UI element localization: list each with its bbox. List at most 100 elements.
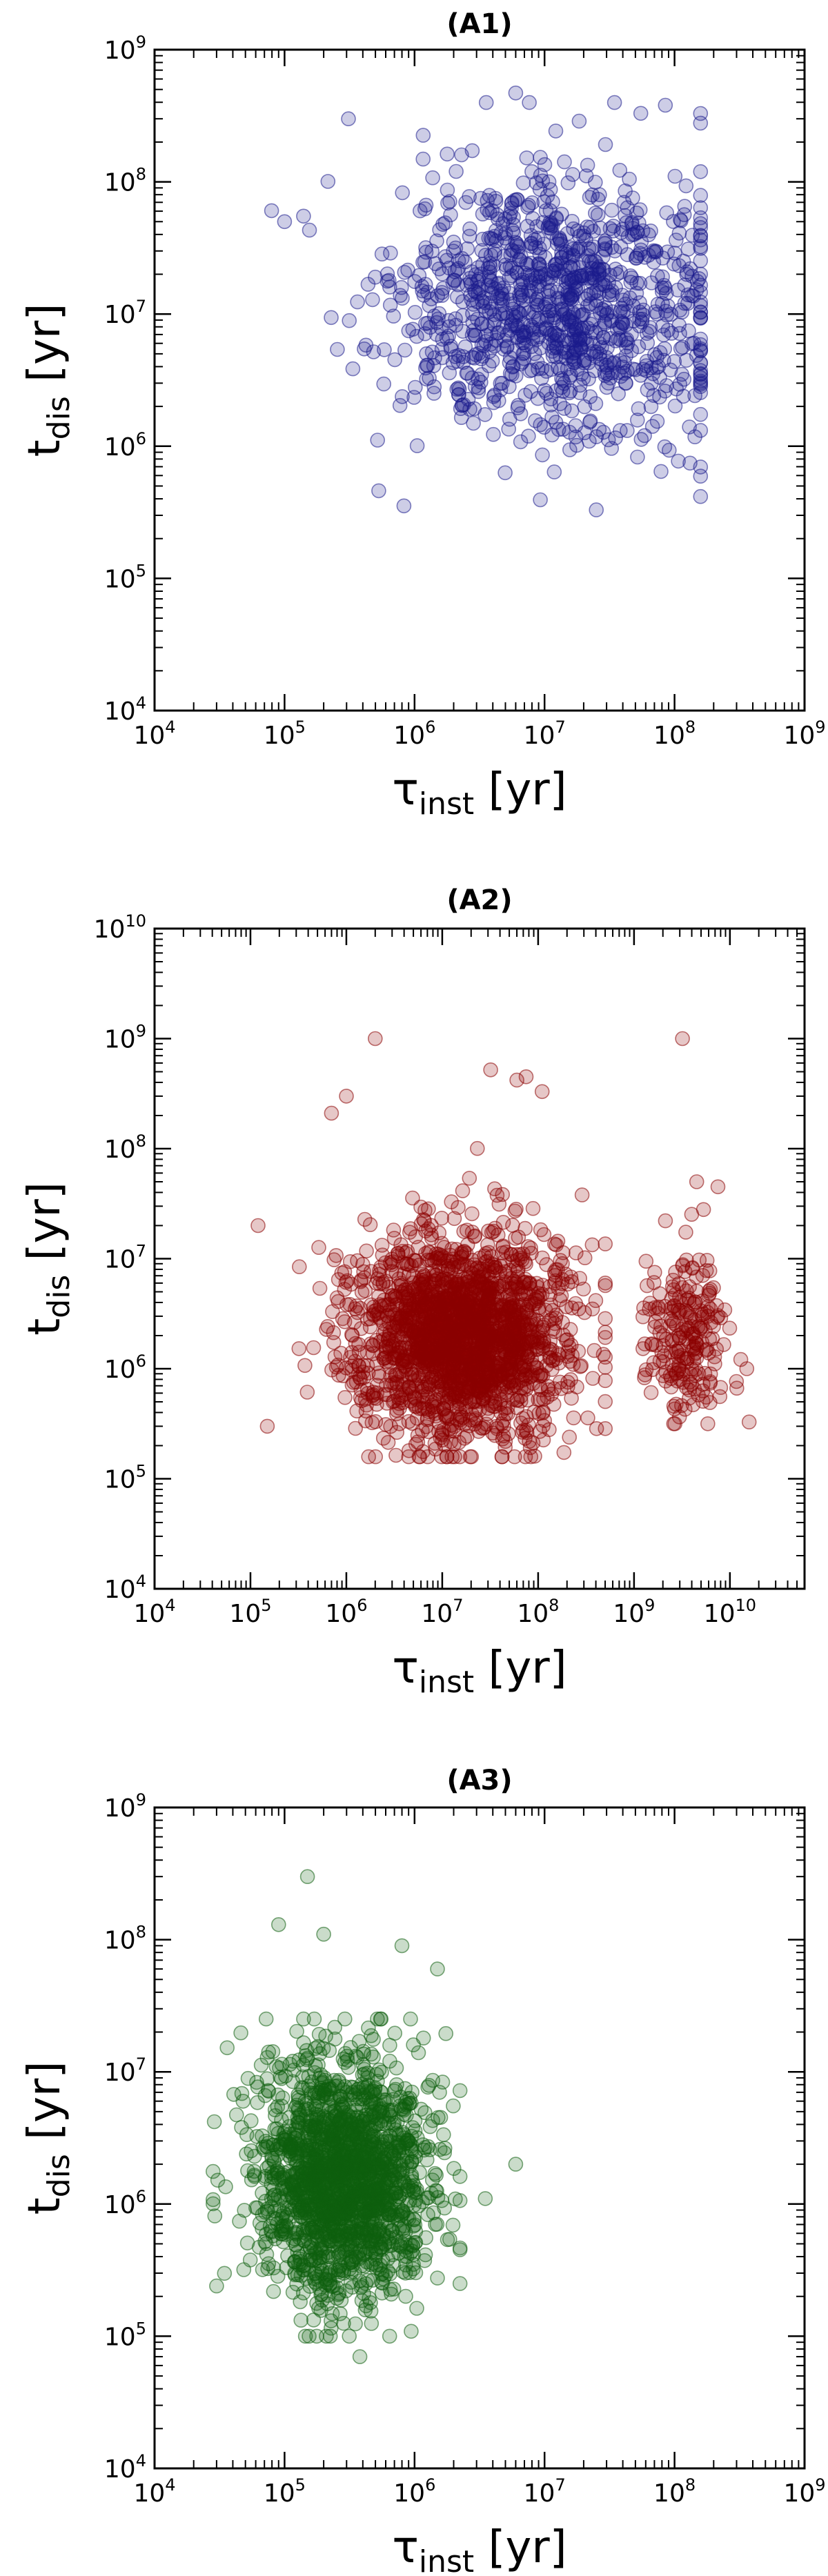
data-point xyxy=(599,379,615,395)
data-point xyxy=(385,1375,400,1390)
data-point xyxy=(667,354,682,369)
data-point xyxy=(590,207,606,223)
data-point xyxy=(693,310,709,326)
data-point xyxy=(482,1302,498,1318)
data-point xyxy=(630,449,645,465)
data-point xyxy=(676,371,692,387)
data-point xyxy=(320,174,336,189)
data-point xyxy=(398,2288,413,2304)
data-point xyxy=(587,272,602,287)
data-point xyxy=(463,1319,479,1334)
data-point xyxy=(661,442,677,458)
data-point xyxy=(306,1340,322,1356)
data-point xyxy=(595,1347,611,1362)
data-point xyxy=(575,320,591,336)
data-point xyxy=(523,1295,539,1310)
data-point xyxy=(359,1243,374,1259)
data-point xyxy=(651,359,667,375)
data-point xyxy=(693,188,709,204)
data-point xyxy=(668,232,684,248)
data-point xyxy=(382,297,398,313)
data-point xyxy=(667,398,683,414)
data-point xyxy=(207,2208,223,2223)
data-point xyxy=(633,368,649,383)
data-point xyxy=(415,1330,430,1346)
data-point xyxy=(423,1275,439,1291)
data-point xyxy=(344,1276,359,1292)
scatter-points xyxy=(264,86,709,517)
data-point xyxy=(335,1311,351,1327)
data-point xyxy=(638,1362,654,1378)
data-point xyxy=(646,1275,662,1290)
data-point xyxy=(619,215,634,230)
data-point xyxy=(622,171,637,187)
data-point xyxy=(547,1316,562,1331)
y-tick-label: 106 xyxy=(104,1351,146,1384)
data-point xyxy=(611,386,627,402)
data-point xyxy=(469,1140,485,1156)
data-point xyxy=(375,2271,391,2286)
data-point xyxy=(350,294,365,310)
data-point xyxy=(458,1246,474,1261)
data-point xyxy=(544,409,560,425)
data-point xyxy=(418,197,434,213)
x-tick-label: 109 xyxy=(613,1596,655,1628)
data-point xyxy=(444,1309,460,1325)
data-point xyxy=(561,322,577,338)
data-point xyxy=(411,2045,426,2061)
x-tick-label: 104 xyxy=(133,717,175,750)
data-point xyxy=(534,1084,550,1100)
data-point xyxy=(589,429,604,444)
data-point xyxy=(649,306,665,322)
data-point xyxy=(309,2268,325,2284)
data-point xyxy=(277,214,293,230)
data-point xyxy=(291,1259,307,1274)
data-point xyxy=(499,339,515,355)
data-point xyxy=(502,209,518,225)
data-point xyxy=(361,1449,377,1465)
data-point xyxy=(494,375,510,391)
panel-1: (A1)104 105 106 107 108 109104105106107108109… xyxy=(19,8,826,822)
data-point xyxy=(440,195,455,211)
data-point xyxy=(401,1443,417,1458)
data-point xyxy=(451,261,466,276)
data-point xyxy=(592,336,607,351)
data-point xyxy=(598,1373,613,1389)
data-point xyxy=(388,2060,404,2076)
data-point xyxy=(566,1410,582,1426)
data-point xyxy=(620,229,636,245)
scatter-points xyxy=(250,1031,757,1465)
data-point xyxy=(622,268,638,284)
data-point xyxy=(438,2025,454,2041)
data-point xyxy=(388,1447,404,1463)
data-point xyxy=(331,1272,346,1287)
data-point xyxy=(633,242,649,258)
data-point xyxy=(616,195,632,210)
data-point xyxy=(509,1202,524,1217)
data-point xyxy=(514,1350,530,1365)
data-point xyxy=(349,1403,365,1419)
data-point xyxy=(632,202,648,217)
data-point xyxy=(582,190,598,205)
data-point xyxy=(501,1356,517,1371)
scatter-points xyxy=(205,1869,524,2364)
data-point xyxy=(699,1253,715,1268)
data-point xyxy=(668,1265,683,1280)
data-point xyxy=(522,95,537,110)
data-point xyxy=(671,453,686,469)
data-point xyxy=(311,1240,326,1255)
data-point xyxy=(430,2270,445,2286)
data-point xyxy=(581,241,597,257)
data-point xyxy=(504,242,520,258)
data-point xyxy=(581,355,596,370)
data-point xyxy=(327,1349,343,1365)
data-point xyxy=(655,269,670,285)
data-point xyxy=(358,337,374,353)
data-point xyxy=(461,1379,476,1395)
data-point xyxy=(250,2095,265,2110)
data-point xyxy=(439,252,455,268)
data-point xyxy=(548,1262,564,1278)
data-point xyxy=(582,413,598,429)
data-point xyxy=(266,2283,282,2299)
